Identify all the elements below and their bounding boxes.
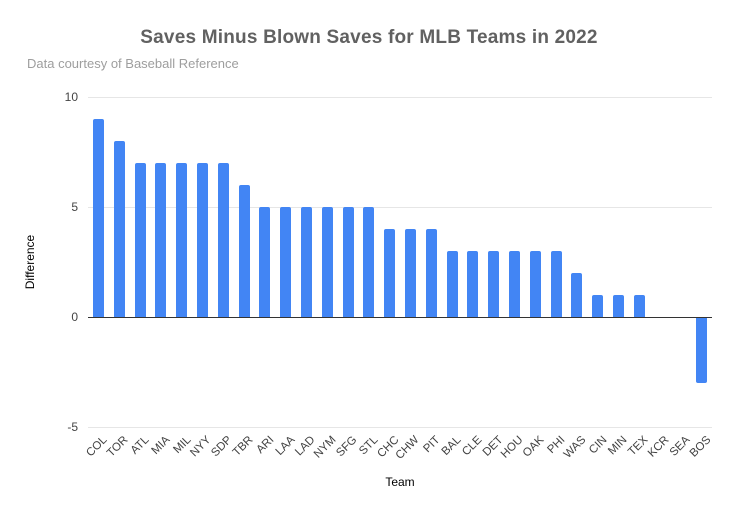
bar-ATL xyxy=(134,163,146,317)
bar-TEX xyxy=(633,295,645,317)
bar-LAA xyxy=(280,207,292,317)
bar-MIN xyxy=(612,295,624,317)
gridline xyxy=(88,427,712,428)
bar-COL xyxy=(92,119,104,317)
bar-OAK xyxy=(529,251,541,317)
bar-ARI xyxy=(259,207,271,317)
chart-title: Saves Minus Blown Saves for MLB Teams in… xyxy=(140,27,598,48)
bar-chart: Saves Minus Blown Saves for MLB Teams in… xyxy=(23,27,713,489)
bar-STL xyxy=(363,207,375,317)
x-axis-title: Team xyxy=(385,475,415,489)
y-tick-label: 10 xyxy=(64,90,78,104)
bar-CLE xyxy=(467,251,479,317)
bar-CIN xyxy=(592,295,604,317)
bar-TBR xyxy=(238,185,250,317)
bar-MIL xyxy=(176,163,188,317)
gridline xyxy=(88,207,712,208)
bar-HOU xyxy=(508,251,520,317)
bar-LAD xyxy=(300,207,312,317)
y-tick-label: 5 xyxy=(71,200,78,214)
y-axis-title: Difference xyxy=(23,234,37,290)
bar-BAL xyxy=(446,251,458,317)
y-tick-label: -5 xyxy=(67,420,78,434)
bar-NYM xyxy=(321,207,333,317)
bar-MIA xyxy=(155,163,167,317)
bar-SFG xyxy=(342,207,354,317)
bar-TOR xyxy=(113,141,125,317)
bar-PHI xyxy=(550,251,562,317)
bar-BOS xyxy=(696,317,708,383)
chart-subtitle: Data courtesy of Baseball Reference xyxy=(27,56,239,71)
gridline xyxy=(88,97,712,98)
bar-PIT xyxy=(425,229,437,317)
bar-CHC xyxy=(384,229,396,317)
y-tick-label: 0 xyxy=(71,310,78,324)
bar-NYY xyxy=(196,163,208,317)
bar-WAS xyxy=(571,273,583,317)
bar-CHW xyxy=(404,229,416,317)
plot-area: 10 5 0 -5 COL TOR ATL MIA MIL NYY SDP TBR ARI LAA LAD N… xyxy=(64,90,713,462)
x-axis-line xyxy=(88,316,712,318)
bar-DET xyxy=(488,251,500,317)
bar-SDP xyxy=(217,163,229,317)
